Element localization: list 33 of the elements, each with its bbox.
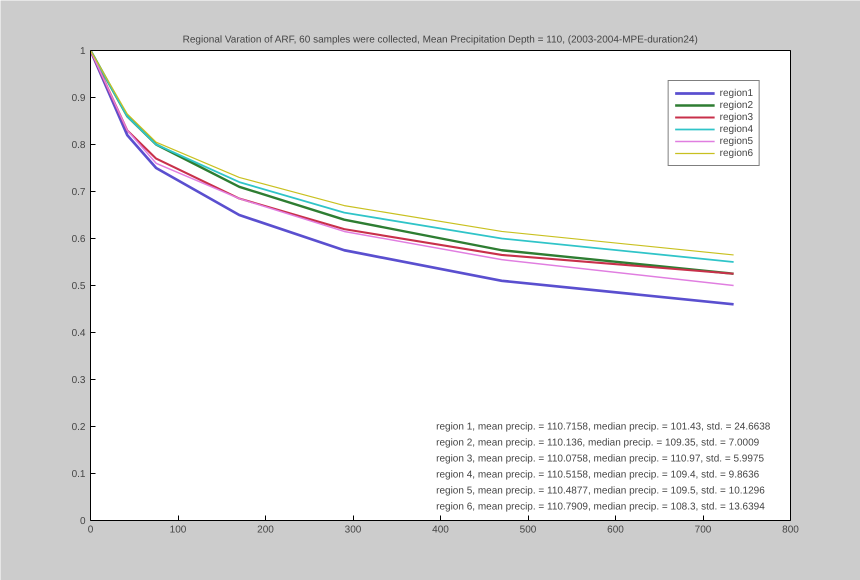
x-tick-label: 600: [607, 524, 624, 536]
y-tick-label: 0.4: [72, 328, 86, 339]
y-tick-label: 0.3: [72, 375, 86, 386]
legend-label: region4: [720, 123, 753, 135]
x-tick-label: 800: [782, 524, 800, 536]
annotation: region 6, mean precip. = 110.7909, median precip. = 108.3, std. = 13.6394: [436, 502, 766, 512]
y-tick-label: 0.1: [72, 469, 86, 480]
y-tick-label: 0.8: [72, 140, 86, 151]
chart-title: Regional Varation of ARF, 60 samples were collected, Mean Precipitation Depth = 110, (2003-2004-MPE-duration24): [182, 34, 698, 46]
x-tick-label: 0: [88, 524, 94, 536]
legend-label: region6: [720, 147, 753, 159]
legend-label: region1: [720, 87, 753, 99]
legend-label: region2: [720, 99, 753, 111]
x-tick-label: 100: [170, 524, 187, 536]
legend-label: region3: [720, 111, 753, 123]
y-tick-label: 0.6: [72, 234, 86, 245]
annotation: region 2, mean precip. = 110.136, median precip. = 109.35, std. = 7.0009: [436, 438, 760, 448]
x-tick-label: 400: [432, 524, 450, 536]
y-tick-label: 0.9: [72, 93, 86, 104]
legend-label: region5: [720, 135, 753, 147]
y-tick-label: 1: [80, 46, 86, 57]
annotation: region 5, mean precip. = 110.4877, median precip. = 109.5, std. = 10.1296: [436, 486, 766, 496]
y-tick-label: 0: [80, 516, 86, 527]
x-tick-label: 700: [694, 524, 712, 536]
y-tick-label: 0.2: [72, 422, 86, 433]
y-tick-label: 0.5: [72, 281, 86, 292]
y-tick-label: 0.7: [72, 187, 86, 198]
annotation: region 1, mean precip. = 110.7158, median precip. = 101.43, std. = 24.6638: [436, 422, 771, 432]
annotation: region 3, mean precip. = 110.0758, median precip. = 110.97, std. = 5.9975: [436, 454, 764, 464]
x-tick-label: 500: [520, 524, 537, 536]
annotation: region 4, mean precip. = 110.5158, median precip. = 109.4, std. = 9.8636: [436, 470, 760, 480]
x-tick-label: 200: [257, 524, 274, 536]
x-tick-label: 300: [344, 524, 362, 536]
